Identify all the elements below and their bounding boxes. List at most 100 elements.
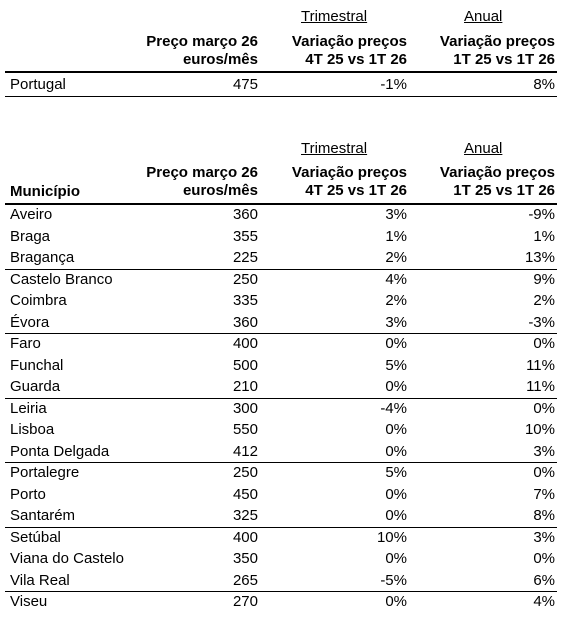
row-anual: 6% [533,571,555,589]
row-anual: -9% [528,206,555,223]
group-separator [5,397,557,399]
row-name: Faro [10,335,41,352]
municipios-header-rule [5,203,557,205]
row-price: 400 [232,528,258,546]
row-trim: 1% [385,227,407,245]
row-name: Vila Real [10,571,70,589]
row-anual: 8% [533,76,555,93]
row-price: 350 [232,550,258,567]
group-separator [5,268,557,270]
row-trim: 2% [385,249,407,266]
row-name: Coimbra [10,292,67,309]
row-price: 450 [232,485,258,503]
row-price: 250 [232,270,258,288]
trim-header-line1: Variação preços [291,33,407,50]
row-anual: 2% [533,292,555,309]
row-anual: 13% [524,249,555,266]
row-trim: 0% [385,421,407,438]
row-anual: -3% [528,313,555,331]
row-name: Setúbal [10,528,61,546]
group-header-anual: Anual [464,140,503,157]
row-anual: 11% [526,356,555,374]
price-header-line1: Preço março 26 [146,33,258,50]
group-separator [5,333,557,334]
price-header-line2: euros/mês [182,182,258,199]
row-name: Bragança [10,249,75,266]
row-anual: 7% [533,485,555,503]
anual-header-line2: 1T 25 vs 1T 26 [453,51,555,68]
row-name: Aveiro [10,206,53,223]
row-trim: 2% [385,292,407,309]
group-separator [5,591,557,592]
row-anual: 11% [526,378,555,395]
row-price: 325 [232,507,258,524]
row-name: Santarém [10,507,76,524]
anual-header-line1: Variação preços [439,164,555,181]
row-anual: 9% [533,270,555,288]
row-price: 300 [232,399,258,417]
row-trim: 5% [385,464,407,481]
row-price: 412 [232,442,258,460]
row-name: Viana do Castelo [10,550,124,567]
row-trim: 4% [385,270,407,288]
price-header-line2: euros/mês [182,51,258,68]
row-anual: 3% [533,442,555,460]
row-price: 360 [232,313,258,331]
row-trim: -5% [380,571,407,589]
row-trim: 3% [385,206,407,223]
row-price: 550 [232,421,258,438]
row-trim: 0% [385,442,407,460]
row-trim: -4% [380,399,407,417]
row-name: Funchal [10,356,64,374]
row-name: Castelo Branco [10,270,113,288]
group-separator [5,462,557,463]
price-header-line1: Preço março 26 [146,164,258,181]
group-header-trimestral: Trimestral [301,8,368,25]
row-name: Porto [10,485,46,503]
row-name: Évora [10,313,50,331]
row-price: 400 [232,335,258,352]
row-trim: 10% [376,528,407,546]
row-price: 270 [232,593,258,610]
row-price: 360 [232,206,258,223]
row-trim: 5% [385,356,407,374]
row-price: 210 [232,378,258,395]
row-price: 265 [232,571,258,589]
row-price: 225 [232,249,258,266]
row-anual: 1% [533,227,555,245]
row-name: Portugal [10,76,66,93]
row-anual: 8% [533,507,555,524]
summary-bottom-rule [5,96,557,97]
row-anual: 10% [524,421,555,438]
row-anual: 0% [533,464,555,481]
trim-header-line2: 4T 25 vs 1T 26 [305,182,407,199]
summary-header-rule [5,71,557,73]
row-trim: -1% [380,76,407,93]
row-name: Ponta Delgada [10,442,110,460]
row-anual: 0% [533,335,555,352]
row-name: Guarda [10,378,61,395]
row-trim: 0% [385,335,407,352]
row-trim: 0% [385,550,407,567]
row-anual: 4% [533,593,555,610]
row-price: 250 [232,464,258,481]
group-header-anual: Anual [464,8,503,25]
row-price: 335 [232,292,258,309]
row-price: 500 [232,356,258,374]
trim-header-line2: 4T 25 vs 1T 26 [305,51,407,68]
municipio-header: Município [10,183,80,200]
group-separator [5,526,557,528]
row-trim: 0% [385,378,407,395]
row-anual: 0% [533,550,555,567]
trim-header-line1: Variação preços [291,164,407,181]
anual-header-line1: Variação preços [439,33,555,50]
row-anual: 0% [533,399,555,417]
row-price: 355 [232,227,258,245]
row-name: Lisboa [10,421,55,438]
row-name: Braga [10,227,51,245]
group-header-trimestral: Trimestral [301,140,368,157]
row-trim: 3% [385,313,407,331]
row-trim: 0% [385,485,407,503]
row-name: Viseu [10,593,48,610]
row-trim: 0% [385,593,407,610]
